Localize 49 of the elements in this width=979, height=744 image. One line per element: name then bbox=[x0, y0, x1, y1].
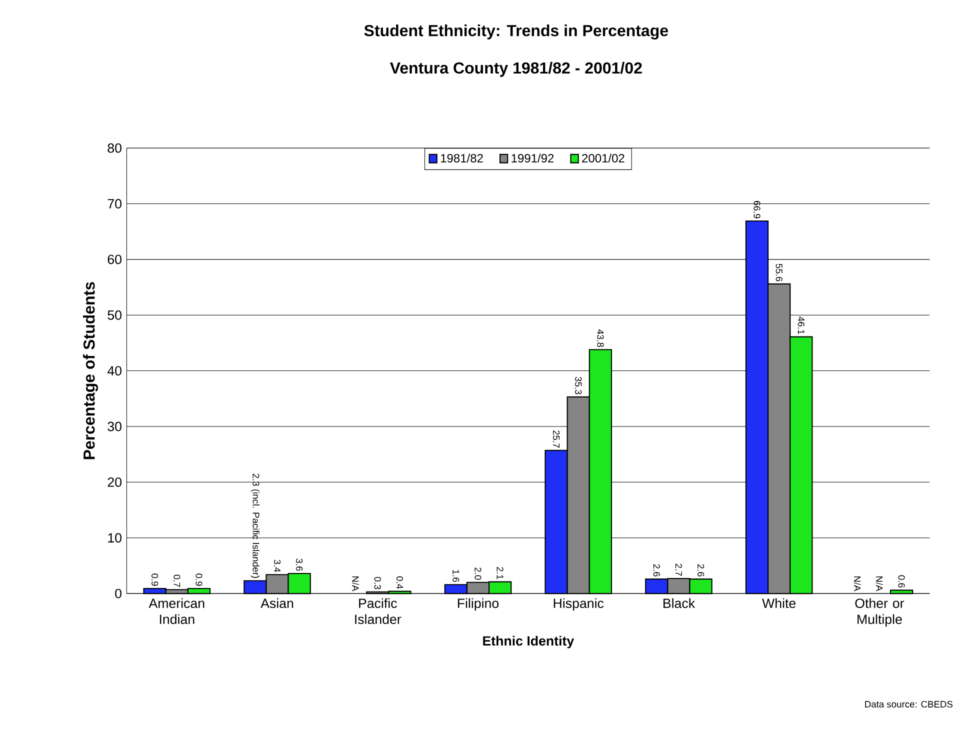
x-tick-label: American Indian bbox=[148, 598, 204, 624]
y-tick-label: 60 bbox=[108, 254, 122, 264]
text: N/A bbox=[876, 576, 883, 592]
legend-label: 1981/82 bbox=[441, 154, 483, 162]
y-tick-label: 0 bbox=[115, 588, 122, 598]
legend-label: 1991/92 bbox=[512, 154, 554, 162]
x-tick-label: White bbox=[762, 598, 796, 608]
source-note: Data source: CBEDS bbox=[865, 700, 953, 708]
data-label: 3.6 bbox=[296, 558, 303, 571]
y-tick-label: 30 bbox=[108, 422, 122, 432]
data-label: 0.4 bbox=[396, 576, 403, 589]
data-label: 1.6 bbox=[452, 570, 460, 582]
x-tick-label: Asian bbox=[260, 598, 294, 608]
x-tick-label: Hispanic bbox=[554, 598, 604, 611]
x-tick-label: Filipino bbox=[458, 598, 499, 611]
data-label: 2.7 bbox=[675, 564, 682, 576]
data-label: 0.9 bbox=[196, 574, 202, 586]
y-tick-label: 20 bbox=[108, 477, 122, 487]
y-tick-label: 80 bbox=[108, 143, 122, 153]
data-label: 3.4 bbox=[274, 560, 281, 572]
data-label: 55.6 bbox=[776, 264, 782, 282]
data-label: 0.9 bbox=[152, 574, 158, 586]
y-axis-title: Percentage of Students bbox=[83, 282, 98, 459]
chart-subtitle: Ventura County 1981/82 - 2001/02 bbox=[390, 62, 642, 77]
chart-title: Student Ethnicity: Trends in Percentage bbox=[364, 24, 668, 40]
data-label: 66.9 bbox=[754, 200, 760, 218]
data-label: 2.6 bbox=[653, 564, 660, 576]
data-label: 0.3 bbox=[374, 576, 381, 590]
x-tick-label: Other or Multiple bbox=[855, 598, 904, 627]
x-tick-label: Pacific Islander bbox=[355, 598, 402, 624]
x-tick-label: Black bbox=[664, 598, 696, 608]
data-label: 35.3 bbox=[575, 376, 582, 394]
data-label: 2.1 bbox=[496, 566, 504, 579]
data-label: 0.6 bbox=[898, 575, 905, 588]
text: N/A bbox=[352, 576, 359, 592]
data-label: 25.7 bbox=[552, 430, 560, 448]
data-label: 43.8 bbox=[597, 329, 604, 347]
y-tick-label: 40 bbox=[107, 366, 122, 376]
y-tick-label: 70 bbox=[108, 198, 122, 208]
y-tick-label: 10 bbox=[108, 533, 122, 542]
data-label: 2.0 bbox=[474, 567, 482, 580]
data-label: 2.3 (incl. Pacific Islander) bbox=[250, 474, 260, 578]
data-label: 0.7 bbox=[174, 574, 180, 587]
data-label: 46.1 bbox=[798, 316, 804, 334]
x-axis-title: Ethnic Identity bbox=[483, 636, 574, 648]
data-label: 2.6 bbox=[698, 564, 704, 576]
legend-label: 2001/02 bbox=[582, 154, 624, 162]
y-tick-label: 50 bbox=[108, 310, 122, 320]
text: N/A bbox=[854, 576, 861, 592]
